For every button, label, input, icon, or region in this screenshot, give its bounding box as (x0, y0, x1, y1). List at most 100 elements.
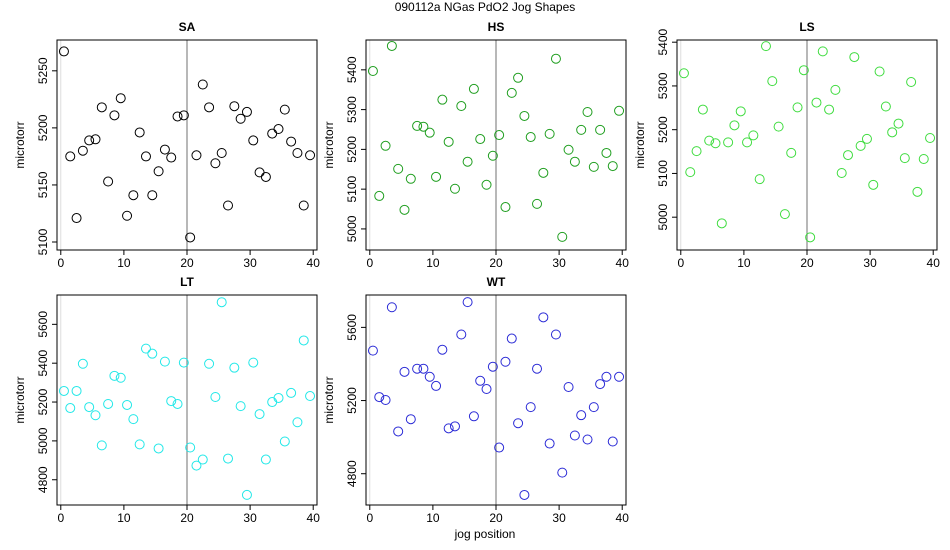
point (569, 156, 580, 167)
point (109, 370, 120, 381)
point (109, 110, 120, 121)
point (532, 198, 543, 209)
point (77, 145, 88, 156)
point (103, 176, 114, 187)
point (729, 120, 740, 131)
plot-frame (56, 39, 318, 251)
point (380, 140, 391, 151)
point (71, 385, 82, 396)
point (267, 128, 278, 139)
point (601, 371, 612, 382)
point (260, 171, 271, 182)
point (204, 102, 215, 113)
point (475, 375, 486, 386)
point (418, 363, 429, 374)
point (267, 397, 278, 408)
point (367, 66, 378, 77)
x-tick-label: 0 (677, 256, 684, 270)
point (697, 104, 708, 115)
point (773, 121, 784, 132)
point (614, 371, 625, 382)
point (197, 79, 208, 90)
point (65, 403, 76, 414)
x-tick-label: 10 (117, 511, 131, 525)
point (223, 453, 234, 464)
point (710, 138, 721, 149)
y-tick-label: 5250 (36, 57, 50, 84)
y-tick-label: 5000 (345, 215, 359, 242)
point (468, 411, 479, 422)
point (601, 147, 612, 158)
page-title: 090112a NGas PdO2 Jog Shapes (395, 0, 576, 14)
point (298, 200, 309, 211)
y-tick-label: 5600 (345, 314, 359, 341)
x-tick-label: 0 (366, 256, 373, 270)
point (273, 124, 284, 135)
point (380, 395, 391, 405)
x-tick-label: 10 (737, 256, 751, 270)
x-tick-label: 30 (243, 256, 257, 270)
point (607, 436, 618, 447)
point (185, 442, 196, 453)
point (305, 391, 316, 402)
point (550, 329, 561, 340)
point (431, 380, 442, 391)
point (588, 402, 599, 413)
y-tick-label: 5100 (656, 160, 670, 187)
point (843, 150, 854, 161)
point (487, 150, 498, 161)
point (614, 105, 625, 116)
point (912, 186, 923, 197)
point (172, 398, 183, 409)
point (65, 151, 76, 162)
point (103, 398, 114, 409)
point (216, 297, 227, 308)
y-tick-label: 5400 (656, 29, 670, 56)
point (678, 68, 689, 79)
point (418, 121, 429, 132)
panel-title: LS (799, 20, 814, 34)
point (159, 144, 170, 155)
point (140, 343, 151, 354)
point (462, 156, 473, 167)
point (576, 410, 587, 421)
y-tick-label: 5200 (345, 387, 359, 414)
x-tick-label: 30 (552, 256, 566, 270)
point (248, 357, 259, 368)
point (58, 46, 69, 57)
point (754, 174, 765, 185)
point (298, 335, 309, 346)
point (874, 66, 885, 77)
point (723, 137, 734, 148)
x-tick-label: 40 (927, 256, 941, 270)
x-tick-label: 10 (426, 256, 440, 270)
x-axis-label: jog position (454, 527, 516, 541)
point (525, 402, 536, 413)
point (443, 423, 454, 434)
y-tick-label: 5200 (345, 136, 359, 163)
point (500, 356, 511, 367)
plot-frame (365, 294, 627, 506)
point (286, 387, 297, 398)
point (286, 136, 297, 147)
point (153, 166, 164, 177)
point (798, 65, 809, 76)
point (90, 134, 101, 145)
point (557, 231, 568, 242)
point (849, 52, 860, 63)
x-tick-label: 30 (243, 511, 257, 525)
point (557, 467, 568, 478)
point (704, 135, 715, 146)
point (481, 179, 492, 190)
point (279, 104, 290, 115)
x-tick-label: 20 (180, 256, 194, 270)
point (229, 101, 240, 112)
point (506, 87, 517, 98)
point (235, 401, 246, 412)
point (84, 402, 95, 413)
point (544, 128, 555, 139)
point (367, 345, 378, 356)
point (374, 190, 385, 201)
y-tick-label: 5200 (656, 116, 670, 143)
